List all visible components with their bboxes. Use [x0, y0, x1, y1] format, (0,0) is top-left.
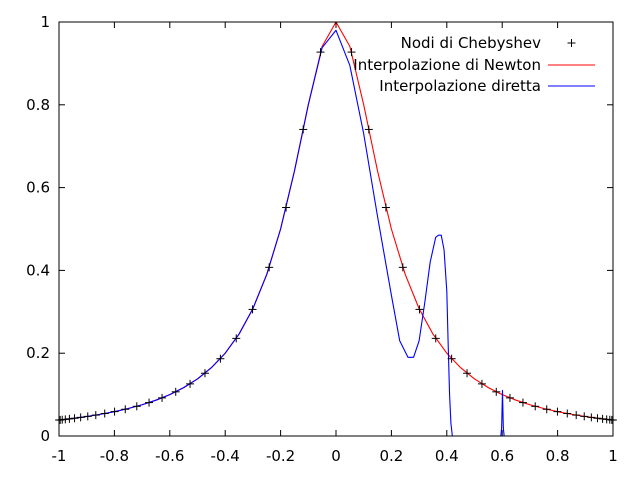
x-tick-label: 0.2	[379, 447, 403, 465]
chebyshev-node-point	[492, 387, 501, 396]
x-tick-label: -0.6	[155, 447, 184, 465]
x-tick-label: 0	[331, 447, 341, 465]
direct-interpolation-spike	[500, 389, 505, 437]
chebyshev-node-point	[587, 413, 596, 422]
chebyshev-node-point	[542, 405, 551, 414]
chebyshev-node-point	[477, 379, 486, 388]
x-tick-label: -0.8	[100, 447, 129, 465]
x-tick-label: 0.6	[490, 447, 514, 465]
chebyshev-node-point	[91, 411, 100, 420]
chebyshev-node-point	[158, 393, 167, 402]
chebyshev-node-point	[232, 334, 241, 343]
chebyshev-node-point	[580, 412, 589, 421]
chebyshev-node-point	[531, 402, 540, 411]
chebyshev-node-point	[572, 411, 581, 420]
chebyshev-node-point	[132, 402, 141, 411]
x-tick-label: 1	[608, 447, 618, 465]
y-tick-label: 0.4	[26, 261, 50, 279]
tick-labels: -1 -0.8 -0.6 -0.4 -0.2 0 0.2 0.4 0.6 0.8 1 0 0.2 0.4 0…	[26, 13, 618, 465]
y-tick-label: 0.6	[26, 179, 50, 197]
x-tick-label: 0.8	[546, 447, 570, 465]
legend-label: Nodi di Chebyshev	[401, 34, 541, 52]
chebyshev-node-point	[70, 414, 79, 423]
chebyshev-node-point	[563, 409, 572, 418]
chebyshev-node-point	[121, 405, 130, 414]
x-tick-label: -0.4	[211, 447, 240, 465]
chebyshev-node-point	[83, 412, 92, 421]
chebyshev-node-point	[299, 125, 308, 134]
chebyshev-node-point	[171, 387, 180, 396]
chebyshev-node-point	[282, 203, 291, 212]
chebyshev-node-point	[381, 203, 390, 212]
chebyshev-node-point	[415, 305, 424, 314]
chebyshev-node-point	[65, 414, 74, 423]
chebyshev-node-point	[505, 393, 514, 402]
chebyshev-node-point	[398, 263, 407, 272]
y-tick-label: 0	[40, 427, 50, 445]
chebyshev-node-point	[186, 379, 195, 388]
tick-marks	[58, 21, 614, 437]
y-tick-label: 1	[40, 13, 50, 31]
legend-label: Interpolazione diretta	[379, 77, 541, 95]
chebyshev-node-point	[248, 305, 257, 314]
x-tick-label: 0.4	[435, 447, 459, 465]
chebyshev-node-point	[447, 354, 456, 363]
chebyshev-node-point	[431, 334, 440, 343]
chebyshev-node-point	[316, 48, 325, 57]
chebyshev-node-point	[364, 125, 373, 134]
chebyshev-node-point	[110, 407, 119, 416]
y-tick-label: 0.8	[26, 96, 50, 114]
chebyshev-node-point	[518, 398, 527, 407]
legend-label: Interpolazione di Newton	[353, 56, 541, 74]
chebyshev-node-point	[265, 263, 274, 272]
chebyshev-node-point	[216, 354, 225, 363]
chebyshev-node-point	[76, 413, 85, 422]
chebyshev-node-point	[593, 414, 602, 423]
chebyshev-node-point	[145, 398, 154, 407]
chebyshev-node-point	[100, 409, 109, 418]
chebyshev-node-point	[347, 48, 356, 57]
chebyshev-node-point	[463, 369, 472, 378]
legend-marker-chebyshev	[567, 39, 576, 47]
x-tick-label: -1	[52, 447, 67, 465]
x-tick-label: -0.2	[266, 447, 295, 465]
chebyshev-node-point	[200, 369, 209, 378]
legend: Nodi di Chebyshev Interpolazione di Newto…	[353, 34, 595, 95]
chebyshev-node-point	[553, 407, 562, 416]
y-tick-label: 0.2	[26, 344, 50, 362]
